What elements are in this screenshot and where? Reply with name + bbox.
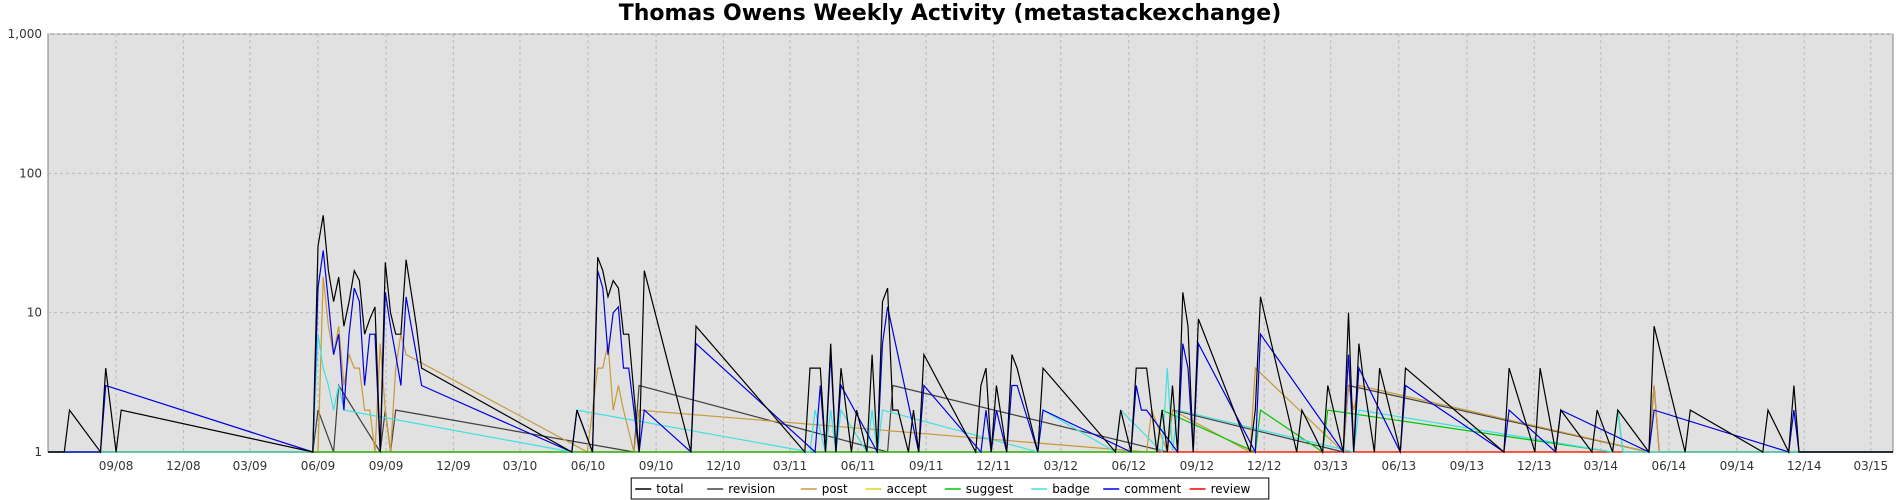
series-line-badge <box>48 334 1893 454</box>
x-tick-label: 03/14 <box>1583 459 1618 473</box>
x-tick-label: 09/13 <box>1450 459 1485 473</box>
legend-label-post: post <box>822 482 848 496</box>
x-tick-label: 03/15 <box>1854 459 1889 473</box>
x-tick-label: 09/09 <box>369 459 404 473</box>
x-tick-label: 03/10 <box>503 459 538 473</box>
x-tick-label: 06/12 <box>1112 459 1147 473</box>
x-tick-label: 09/08 <box>99 459 134 473</box>
legend-label-badge: badge <box>1052 482 1090 496</box>
x-tick-label: 09/14 <box>1720 459 1755 473</box>
x-tick-label: 06/10 <box>571 459 606 473</box>
x-tick-label: 06/11 <box>841 459 876 473</box>
x-tick-label: 09/10 <box>639 459 674 473</box>
x-tick-label: 06/13 <box>1382 459 1417 473</box>
y-tick-label: 100 <box>19 166 42 180</box>
chart-title: Thomas Owens Weekly Activity (metastacke… <box>618 1 1282 26</box>
legend-label-comment: comment <box>1124 482 1181 496</box>
x-tick-label: 09/11 <box>909 459 944 473</box>
x-tick-label: 03/11 <box>773 459 808 473</box>
legend-label-revision: revision <box>728 482 775 496</box>
x-tick-label: 12/13 <box>1517 459 1552 473</box>
x-tick-label: 06/09 <box>301 459 336 473</box>
x-tick-label: 12/12 <box>1247 459 1282 473</box>
plot-area <box>47 33 1894 453</box>
x-tick-label: 12/10 <box>706 459 741 473</box>
x-tick-label: 12/08 <box>166 459 201 473</box>
x-tick-label: 03/09 <box>233 459 268 473</box>
x-tick-label: 03/13 <box>1313 459 1348 473</box>
y-tick-label: 10 <box>27 306 42 320</box>
y-tick-label: 1 <box>34 445 42 459</box>
x-tick-label: 12/11 <box>976 459 1011 473</box>
series-line-total <box>48 215 1893 455</box>
series-line-revision <box>48 383 1893 454</box>
x-tick-label: 12/09 <box>436 459 471 473</box>
y-tick-label: 1,000 <box>8 27 42 41</box>
legend-label-suggest: suggest <box>966 482 1014 496</box>
x-tick-label: 12/14 <box>1787 459 1822 473</box>
legend-label-review: review <box>1211 482 1251 496</box>
x-tick-label: 03/12 <box>1043 459 1078 473</box>
legend-label-accept: accept <box>887 482 928 496</box>
x-tick-label: 06/14 <box>1652 459 1687 473</box>
legend-label-total: total <box>656 482 683 496</box>
x-tick-label: 09/12 <box>1180 459 1215 473</box>
